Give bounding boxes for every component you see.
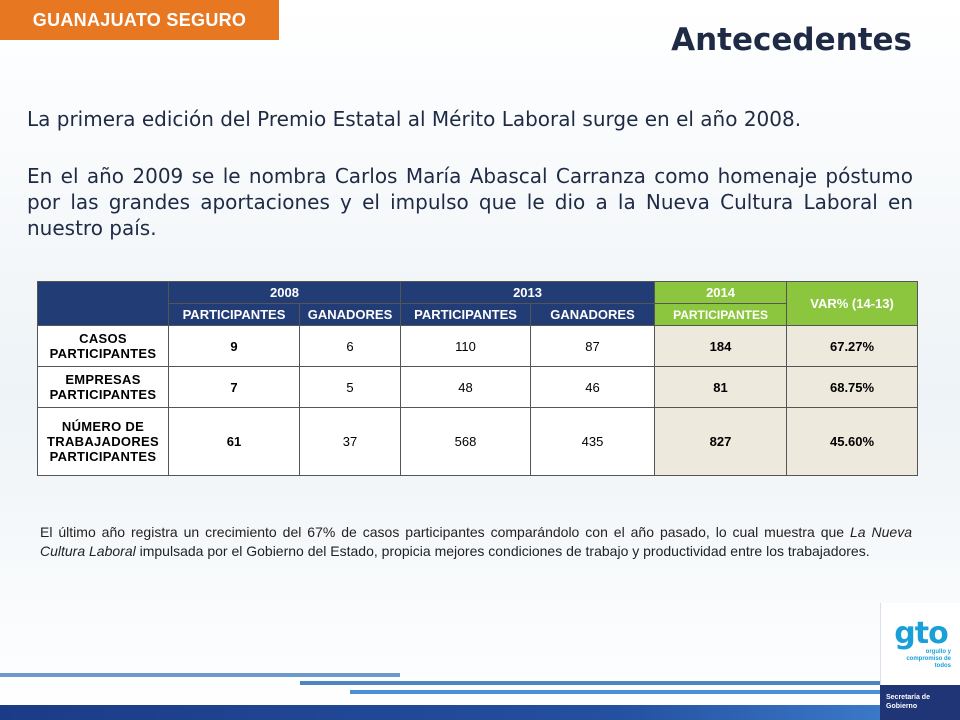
- logo-office: Secretaría de Gobierno: [880, 685, 960, 720]
- subheader-ganadores-2013: GANADORES: [530, 303, 656, 326]
- subheader-participantes-2013: PARTICIPANTES: [400, 303, 532, 326]
- section-tag: GUANAJUATO SEGURO: [0, 0, 279, 40]
- table-cell: 87: [530, 325, 656, 367]
- note-text: impulsada por el Gobierno del Estado, pr…: [135, 543, 870, 559]
- table-cell: 827: [654, 407, 788, 476]
- table-cell: 6: [298, 325, 402, 367]
- table-cell: 568: [400, 407, 532, 476]
- year-header-2014: 2014: [654, 281, 788, 304]
- table-cell: 46: [530, 366, 656, 408]
- logo-mark: gto orgullo y compromiso de todos: [880, 603, 960, 685]
- subheader-ganadores-2008: GANADORES: [298, 303, 402, 326]
- year-header-2008: 2008: [167, 281, 402, 304]
- table-cell: 435: [530, 407, 656, 476]
- decorative-stripe: [350, 690, 880, 694]
- table-row: CASOS PARTICIPANTES 9 6 110 87 184 67.27…: [37, 325, 919, 367]
- table-row: NÚMERO DE TRABAJADORES PARTICIPANTES 61 …: [37, 407, 919, 476]
- participants-table: 2008 2013 2014 VAR% (14-13) PARTICIPANTE…: [37, 281, 919, 476]
- page-title: Antecedentes: [671, 22, 912, 58]
- footer-bar: [0, 705, 880, 720]
- table-cell: 67.27%: [786, 325, 919, 367]
- row-label: CASOS PARTICIPANTES: [37, 325, 169, 367]
- year-header-2013: 2013: [400, 281, 656, 304]
- decorative-stripe: [0, 673, 400, 677]
- logo-tagline: orgullo y compromiso de todos: [906, 648, 951, 669]
- summary-note: El último año registra un crecimiento de…: [40, 523, 912, 561]
- table-cell: 184: [654, 325, 788, 367]
- table-corner: [37, 281, 169, 326]
- table-cell: 68.75%: [786, 366, 919, 408]
- table-cell: 5: [298, 366, 402, 408]
- intro-paragraph: La primera edición del Premio Estatal al…: [27, 107, 802, 131]
- table-row: EMPRESAS PARTICIPANTES 7 5 48 46 81 68.7…: [37, 366, 919, 408]
- table-cell: 61: [168, 407, 300, 476]
- table-cell: 9: [168, 325, 300, 367]
- table-cell: 45.60%: [786, 407, 919, 476]
- subheader-participantes-2014: PARTICIPANTES: [654, 303, 788, 326]
- subheader-participantes-2008: PARTICIPANTES: [168, 303, 300, 326]
- history-paragraph: En el año 2009 se le nombra Carlos María…: [27, 164, 913, 240]
- row-label: EMPRESAS PARTICIPANTES: [37, 366, 169, 408]
- logo-text: gto: [894, 615, 948, 651]
- table-cell: 110: [400, 325, 532, 367]
- gto-logo: gto orgullo y compromiso de todos Secret…: [880, 603, 960, 720]
- table-cell: 37: [298, 407, 402, 476]
- table-cell: 48: [400, 366, 532, 408]
- table-cell: 7: [168, 366, 300, 408]
- table-cell: 81: [654, 366, 788, 408]
- var-header: VAR% (14-13): [786, 281, 919, 326]
- note-text: El último año registra un crecimiento de…: [40, 524, 851, 540]
- decorative-stripe: [300, 681, 880, 685]
- row-label: NÚMERO DE TRABAJADORES PARTICIPANTES: [37, 407, 169, 476]
- note-italic: La Nueva Cultura Laboral: [40, 524, 913, 559]
